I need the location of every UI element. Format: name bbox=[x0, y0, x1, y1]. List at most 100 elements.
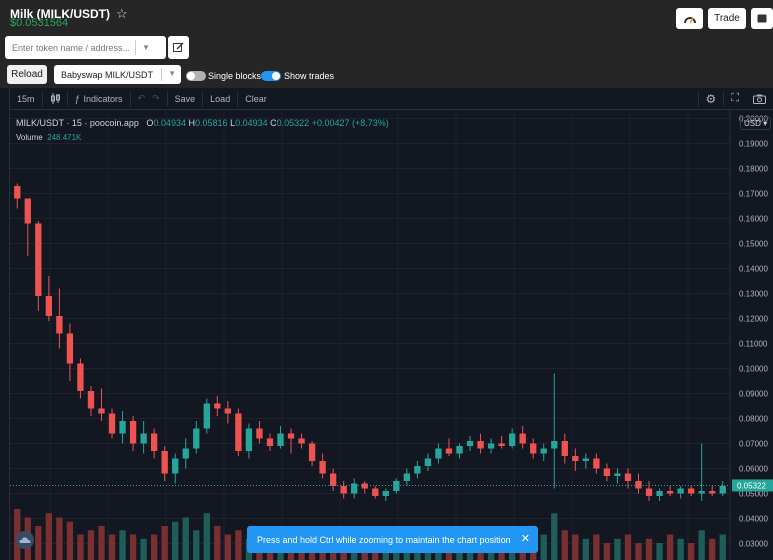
candle-body bbox=[624, 473, 632, 481]
candle-body bbox=[66, 333, 74, 364]
volume-bar bbox=[35, 526, 42, 560]
tradingview-logo[interactable] bbox=[16, 531, 34, 549]
y-tick-label: 0.18000 bbox=[739, 165, 768, 174]
speed-gauge-button[interactable] bbox=[676, 8, 703, 29]
y-tick-label: 0.20000 bbox=[739, 115, 768, 124]
interval-button[interactable]: 15m bbox=[17, 93, 35, 104]
high-value: 0.05816 bbox=[195, 118, 228, 128]
candle-body bbox=[687, 488, 695, 494]
divider bbox=[237, 91, 239, 106]
wallet-button[interactable] bbox=[751, 8, 773, 29]
volume-bar bbox=[677, 538, 684, 560]
redo-button[interactable]: ↷ bbox=[152, 88, 167, 110]
volume-bar bbox=[119, 530, 126, 560]
candle-body bbox=[193, 428, 200, 449]
candle-body bbox=[77, 363, 84, 391]
reload-button[interactable]: Reload bbox=[7, 65, 47, 84]
candle-body bbox=[382, 491, 389, 496]
candle-body bbox=[308, 443, 316, 461]
candle-body bbox=[14, 186, 21, 199]
volume-bar bbox=[56, 517, 63, 560]
indicators-button[interactable]: ƒ Indicators bbox=[68, 88, 130, 110]
y-tick-label: 0.16000 bbox=[739, 215, 768, 224]
last-price-badge bbox=[732, 479, 773, 492]
star-icon[interactable]: ☆ bbox=[116, 6, 128, 21]
y-tick-label: 0.07000 bbox=[739, 440, 768, 449]
y-tick-label: 0.08000 bbox=[739, 415, 768, 424]
volume-bar bbox=[635, 543, 642, 560]
candle-body bbox=[87, 391, 95, 409]
edit-button[interactable] bbox=[168, 36, 189, 59]
volume-bar bbox=[656, 543, 663, 560]
high-label: H bbox=[188, 118, 196, 128]
candle-body bbox=[698, 491, 705, 494]
gear-icon: ⚙ bbox=[705, 91, 717, 106]
divider bbox=[166, 91, 168, 106]
candle-body bbox=[214, 403, 221, 409]
token-name: Milk (MILK/USDT) bbox=[10, 7, 110, 21]
y-tick-label: 0.09000 bbox=[739, 390, 768, 399]
candle-type-button[interactable] bbox=[43, 88, 67, 110]
candle-body bbox=[266, 438, 274, 446]
save-button[interactable]: Save bbox=[174, 93, 196, 104]
y-tick-label: 0.17000 bbox=[739, 190, 768, 199]
show-trades-label: Show trades bbox=[284, 71, 335, 81]
candle-body bbox=[56, 316, 63, 334]
search-input[interactable] bbox=[5, 42, 135, 53]
volume-bar bbox=[666, 534, 674, 560]
undo-button[interactable]: ↶ bbox=[131, 88, 153, 110]
fullscreen-button[interactable]: ⛶ bbox=[724, 88, 746, 110]
candle-body bbox=[466, 441, 474, 446]
divider bbox=[135, 40, 136, 55]
candle-body bbox=[98, 408, 105, 414]
divider bbox=[66, 91, 68, 106]
screenshot-button[interactable] bbox=[746, 88, 773, 110]
candle-body bbox=[277, 433, 284, 446]
show-trades-toggle[interactable] bbox=[261, 71, 281, 81]
volume-bar bbox=[687, 543, 695, 560]
candle-body bbox=[603, 468, 611, 476]
wallet-icon bbox=[757, 14, 767, 23]
volume-bar bbox=[572, 534, 579, 560]
candle-body bbox=[319, 461, 326, 474]
candle-body bbox=[445, 448, 453, 454]
candle-body bbox=[351, 483, 358, 494]
last-price-label: 0.05322 bbox=[737, 481, 766, 490]
candle-body bbox=[172, 458, 179, 474]
y-tick-label: 0.13000 bbox=[739, 290, 768, 299]
currency-select[interactable]: USD ▾ bbox=[740, 117, 772, 130]
volume-bar bbox=[361, 547, 368, 560]
divider bbox=[161, 68, 162, 81]
candle-body bbox=[372, 488, 379, 496]
settings-button[interactable]: ⚙ bbox=[699, 88, 724, 110]
candle-body bbox=[435, 448, 442, 459]
candle-body bbox=[508, 433, 516, 446]
load-button[interactable]: Load bbox=[210, 93, 231, 104]
volume-bar bbox=[45, 513, 53, 560]
price-chart[interactable]: 0.20000 0.19000 0.18000 0.17000 0.16000 0.150… bbox=[10, 88, 773, 560]
candle-body bbox=[150, 433, 158, 451]
toggle-knob bbox=[272, 72, 280, 80]
chevron-down-icon[interactable]: ▼ bbox=[142, 43, 150, 52]
token-search[interactable]: ▼ bbox=[5, 36, 166, 59]
candle-body bbox=[424, 458, 432, 466]
candle-body bbox=[129, 421, 137, 444]
trade-button[interactable]: Trade bbox=[708, 8, 746, 29]
currency-value: USD bbox=[744, 119, 761, 128]
candle-body bbox=[393, 481, 400, 491]
single-blocks-toggle[interactable] bbox=[186, 71, 206, 81]
fullscreen-icon: ⛶ bbox=[731, 92, 739, 104]
chart-container[interactable]: 15m ƒ Indicators ↶ ↷ Save Load Clear ⚙ ⛶ bbox=[10, 88, 773, 560]
close-icon[interactable]: ✕ bbox=[520, 533, 530, 545]
clear-button[interactable]: Clear bbox=[245, 93, 267, 104]
candle-body bbox=[498, 443, 505, 446]
volume-bar bbox=[66, 521, 74, 560]
drawing-tools-strip[interactable] bbox=[0, 88, 10, 560]
y-tick-label: 0.05000 bbox=[739, 490, 768, 499]
pair-select[interactable]: Babyswap MILK/USDT ▼ bbox=[54, 65, 181, 84]
candle-body bbox=[119, 421, 126, 434]
candle-body bbox=[593, 458, 600, 469]
volume-bar bbox=[593, 534, 600, 560]
volume-bar bbox=[551, 513, 558, 560]
volume-bar bbox=[614, 538, 621, 560]
